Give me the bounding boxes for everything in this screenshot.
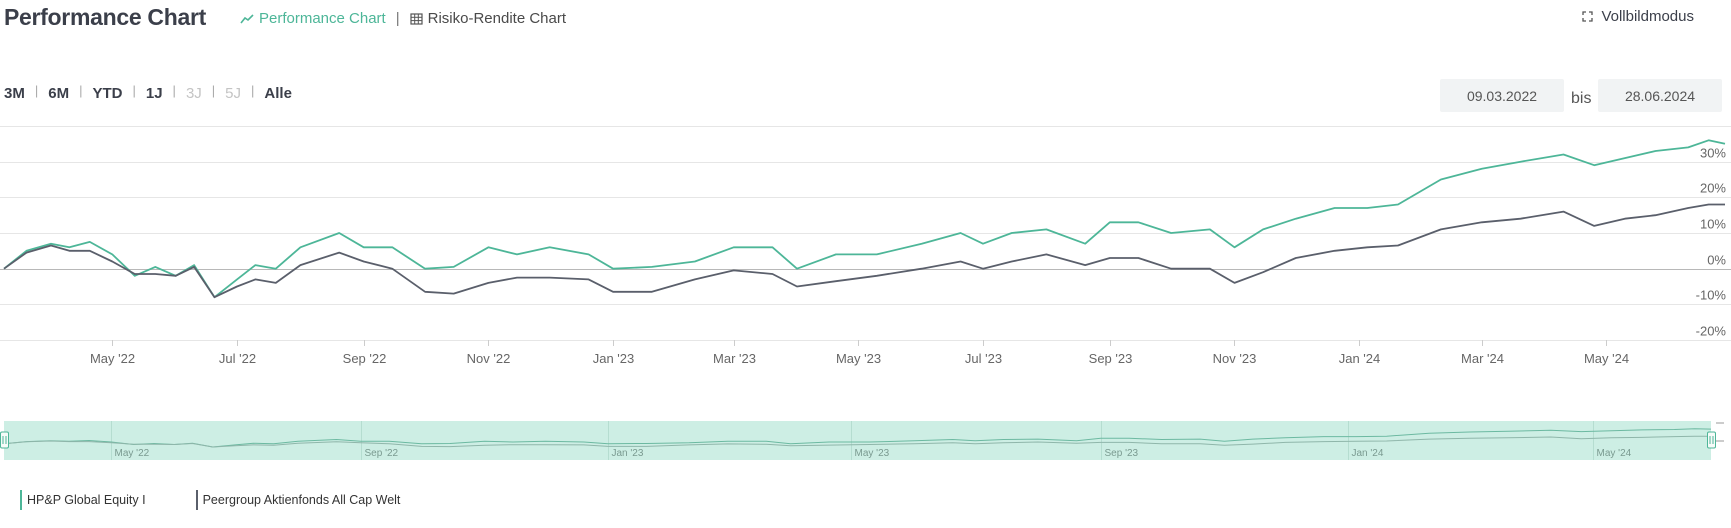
y-tick-label: 30% (1700, 146, 1726, 161)
x-tick-label: Nov '23 (1213, 351, 1257, 366)
x-tick-label: Sep '23 (1089, 351, 1133, 366)
y-tick-label: -20% (1696, 324, 1727, 339)
range-separator: | (34, 83, 39, 98)
line-chart-icon (240, 13, 254, 23)
expand-icon (1582, 11, 1594, 22)
navigator-handle-right-grip[interactable] (1707, 431, 1716, 449)
navigator-handle-left[interactable] (0, 431, 9, 449)
date-range-bis-label: bis (1571, 90, 1592, 107)
tab-risiko-rendite-chart[interactable]: Risiko-Rendite Chart (410, 10, 566, 27)
y-tick-label: 10% (1700, 217, 1726, 232)
chart-gridlines (0, 126, 1731, 341)
navigator-tick-label: May '22 (115, 448, 150, 459)
fullscreen-button[interactable]: Vollbildmodus (1582, 8, 1694, 25)
series-line-0 (3, 139, 1726, 299)
range-button-5j: 5J (225, 85, 242, 102)
range-button-alle[interactable]: Alle (264, 85, 292, 102)
legend-item-fund[interactable]: HP&P Global Equity I (20, 490, 146, 510)
date-from-input[interactable]: 09.03.2022 (1440, 79, 1564, 112)
range-button-ytd[interactable]: YTD (92, 85, 123, 102)
tab-separator: | (395, 10, 400, 27)
grid-icon (410, 12, 423, 25)
legend-label-fund: HP&P Global Equity I (27, 493, 146, 507)
navigator-tick-label: Jan '23 (612, 448, 644, 459)
chart-legend: HP&P Global Equity I Peergroup Aktienfon… (20, 490, 450, 510)
legend-swatch-fund (20, 490, 22, 510)
legend-item-peergroup[interactable]: Peergroup Aktienfonds All Cap Welt (195, 490, 401, 510)
navigator-tick-label: Sep '23 (1105, 448, 1139, 459)
date-to-input[interactable]: 28.06.2024 (1598, 79, 1722, 112)
x-tick-label: May '22 (90, 351, 135, 366)
x-tick-label: May '23 (836, 351, 881, 366)
series-line-1 (3, 203, 1725, 299)
range-separator: | (211, 83, 216, 98)
navigator-tick-label: Jan '24 (1352, 448, 1384, 459)
range-button-3m[interactable]: 3M (4, 85, 25, 102)
y-tick-label: 0% (1707, 253, 1726, 268)
x-tick-label: Jul '22 (219, 351, 256, 366)
range-button-6m[interactable]: 6M (48, 85, 70, 102)
x-axis-labels: May '22 Jul '22 Sep '22 Nov '22 Jan '23 Mar '… (90, 340, 1629, 366)
tab-performance-chart-label: Performance Chart (259, 10, 386, 27)
x-tick-label: Mar '24 (1461, 351, 1504, 366)
range-button-1j[interactable]: 1J (145, 85, 163, 102)
range-separator: | (251, 83, 255, 98)
x-tick-label: May '24 (1584, 351, 1629, 366)
y-axis-labels: 30% 20% 10% 0% -10% -20% (1696, 146, 1727, 339)
navigator-tick-label: Sep '22 (365, 448, 399, 459)
x-tick-label: Sep '22 (343, 351, 387, 366)
navigator-series-1 (3, 435, 1711, 448)
chart-series (3, 139, 1726, 299)
range-separator: | (172, 83, 176, 98)
range-button-3j: 3J (185, 85, 202, 102)
x-tick-label: Jan '24 (1339, 351, 1381, 366)
x-tick-label: Jan '23 (593, 351, 635, 366)
y-tick-label: 20% (1700, 181, 1726, 196)
navigator-selection[interactable] (4, 421, 1711, 460)
x-tick-label: Mar '23 (713, 351, 756, 366)
x-tick-label: Jul '23 (965, 351, 1002, 366)
tab-performance-chart[interactable]: Performance Chart (240, 10, 386, 27)
range-selector: 3M | 6M | YTD | 1J | 3J | 5J | Alle (4, 83, 292, 102)
range-navigator[interactable]: May '22 Sep '22 Jan '23 May '23 Sep '23 Jan '… (0, 421, 1725, 460)
chart-type-tabs: Performance Chart | Risiko-Rendite Chart (240, 10, 566, 27)
legend-label-peergroup: Peergroup Aktienfonds All Cap Welt (202, 493, 401, 507)
performance-chart: 30% 20% 10% 0% -10% -20% May '22 Jul '22 Sep '2… (0, 126, 1731, 460)
x-tick-label: Nov '22 (467, 351, 511, 366)
tab-risiko-rendite-chart-label: Risiko-Rendite Chart (427, 10, 567, 27)
page-title: Performance Chart (4, 4, 206, 30)
navigator-tick-label: May '23 (855, 448, 890, 459)
navigator-handle-left-grip[interactable] (0, 431, 9, 449)
navigator-tick-label: May '24 (1597, 448, 1632, 459)
navigator-handle-right[interactable] (1707, 431, 1716, 449)
legend-swatch-peergroup (195, 490, 198, 510)
range-separator: | (79, 83, 83, 98)
fullscreen-label: Vollbildmodus (1601, 8, 1694, 25)
y-tick-label: -10% (1696, 288, 1727, 303)
range-separator: | (132, 83, 136, 98)
